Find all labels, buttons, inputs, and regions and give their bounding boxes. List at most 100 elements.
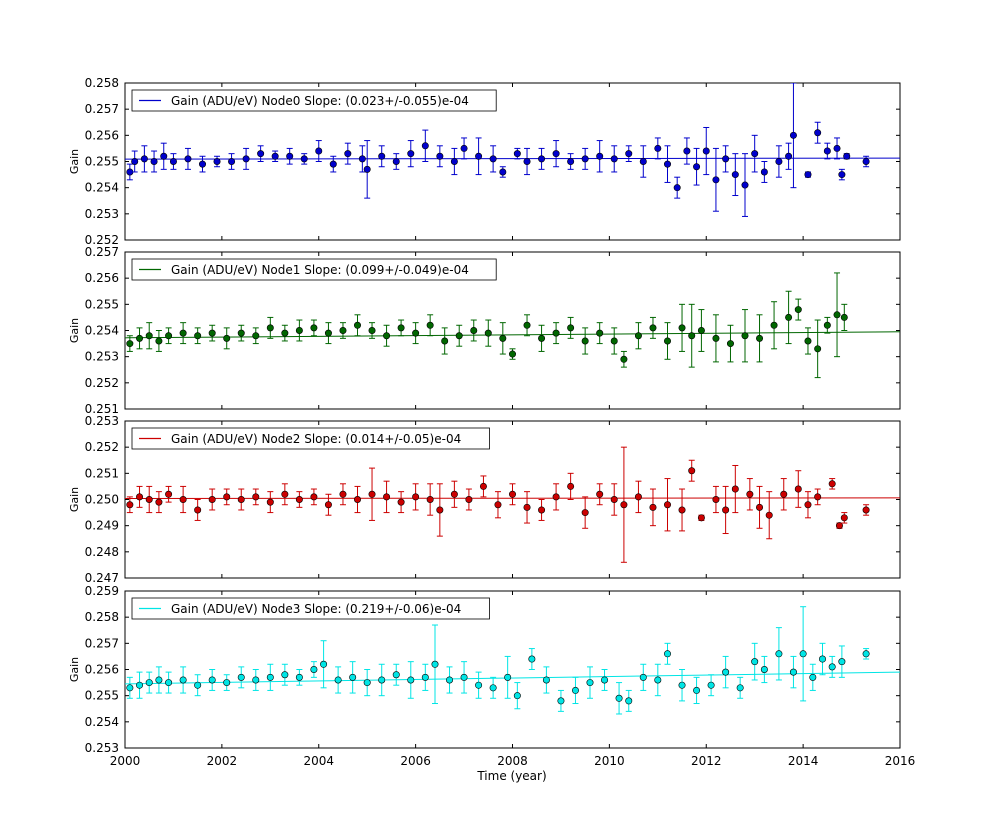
data-point bbox=[528, 655, 536, 663]
data-point bbox=[295, 495, 303, 503]
data-point bbox=[610, 495, 618, 503]
data-point bbox=[693, 686, 701, 694]
data-point bbox=[663, 337, 671, 345]
data-point bbox=[663, 501, 671, 509]
data-point bbox=[136, 681, 144, 689]
data-point bbox=[828, 480, 836, 488]
data-point bbox=[465, 495, 473, 503]
data-point bbox=[862, 506, 870, 514]
data-point bbox=[678, 681, 686, 689]
data-point bbox=[804, 501, 812, 509]
y-tick-label: 0.257 bbox=[85, 245, 119, 259]
data-point bbox=[450, 158, 458, 166]
data-point bbox=[823, 147, 831, 155]
data-point bbox=[378, 676, 386, 684]
data-point bbox=[736, 684, 744, 692]
data-point bbox=[770, 321, 778, 329]
data-point bbox=[324, 501, 332, 509]
data-point bbox=[649, 503, 657, 511]
data-point bbox=[140, 155, 148, 163]
y-tick-label: 0.250 bbox=[85, 493, 119, 507]
data-point bbox=[814, 493, 822, 501]
data-point bbox=[586, 679, 594, 687]
data-point bbox=[731, 485, 739, 493]
data-point bbox=[722, 506, 730, 514]
data-point bbox=[601, 676, 609, 684]
data-point bbox=[513, 150, 521, 158]
data-point bbox=[242, 155, 250, 163]
y-axis-label: Gain bbox=[68, 149, 81, 174]
legend-box bbox=[131, 89, 497, 112]
data-point bbox=[780, 490, 788, 498]
data-point bbox=[392, 671, 400, 679]
data-point bbox=[310, 665, 318, 673]
data-point bbox=[208, 329, 216, 337]
data-point bbox=[145, 679, 153, 687]
data-point bbox=[475, 681, 483, 689]
data-point bbox=[538, 506, 546, 514]
data-layer bbox=[125, 446, 900, 563]
data-point bbox=[397, 498, 405, 506]
data-point bbox=[712, 495, 720, 503]
data-point bbox=[596, 490, 604, 498]
data-point bbox=[581, 155, 589, 163]
data-point bbox=[835, 522, 843, 530]
data-point bbox=[383, 332, 391, 340]
y-tick-label: 0.253 bbox=[85, 741, 119, 755]
data-point bbox=[237, 673, 245, 681]
data-point bbox=[397, 324, 405, 332]
y-tick-label: 0.251 bbox=[85, 466, 119, 480]
y-tick-label: 0.251 bbox=[85, 402, 119, 416]
data-point bbox=[339, 326, 347, 334]
data-point bbox=[421, 673, 429, 681]
data-point bbox=[571, 686, 579, 694]
data-point bbox=[179, 676, 187, 684]
x-tick-label: 2006 bbox=[400, 754, 431, 768]
data-point bbox=[223, 493, 231, 501]
data-point bbox=[693, 163, 701, 171]
y-tick-label: 0.257 bbox=[85, 102, 119, 116]
chart-panel-3: 0.253 0.254 0.255 0.256 0.257 0.258 0.259 2000 2… bbox=[68, 584, 915, 768]
data-point bbox=[814, 345, 822, 353]
data-point bbox=[349, 673, 357, 681]
data-point bbox=[426, 495, 434, 503]
data-point bbox=[237, 329, 245, 337]
legend-box bbox=[131, 427, 490, 450]
x-tick-label: 2016 bbox=[885, 754, 916, 768]
data-point bbox=[538, 155, 546, 163]
data-point bbox=[165, 332, 173, 340]
data-point bbox=[223, 334, 231, 342]
data-point bbox=[840, 514, 848, 522]
data-point bbox=[199, 160, 207, 168]
data-point bbox=[775, 158, 783, 166]
data-point bbox=[320, 660, 328, 668]
data-point bbox=[649, 324, 657, 332]
data-point bbox=[237, 495, 245, 503]
data-point bbox=[625, 697, 633, 705]
x-tick-label: 2008 bbox=[497, 754, 528, 768]
data-point bbox=[596, 152, 604, 160]
data-point bbox=[436, 152, 444, 160]
data-point bbox=[324, 329, 332, 337]
data-point bbox=[523, 503, 531, 511]
y-tick-label: 0.256 bbox=[85, 663, 119, 677]
data-point bbox=[450, 490, 458, 498]
y-tick-label: 0.252 bbox=[85, 233, 119, 247]
data-point bbox=[688, 332, 696, 340]
data-layer bbox=[125, 272, 900, 379]
data-point bbox=[460, 144, 468, 152]
data-point bbox=[823, 321, 831, 329]
y-tick-label: 0.247 bbox=[85, 571, 119, 585]
data-point bbox=[634, 493, 642, 501]
data-point bbox=[620, 501, 628, 509]
data-point bbox=[334, 676, 342, 684]
data-point bbox=[460, 673, 468, 681]
x-tick-label: 2002 bbox=[207, 754, 238, 768]
data-point bbox=[838, 171, 846, 179]
data-point bbox=[673, 184, 681, 192]
data-point bbox=[412, 493, 420, 501]
data-point bbox=[252, 332, 260, 340]
data-point bbox=[257, 150, 265, 158]
data-point bbox=[499, 334, 507, 342]
data-point bbox=[252, 493, 260, 501]
